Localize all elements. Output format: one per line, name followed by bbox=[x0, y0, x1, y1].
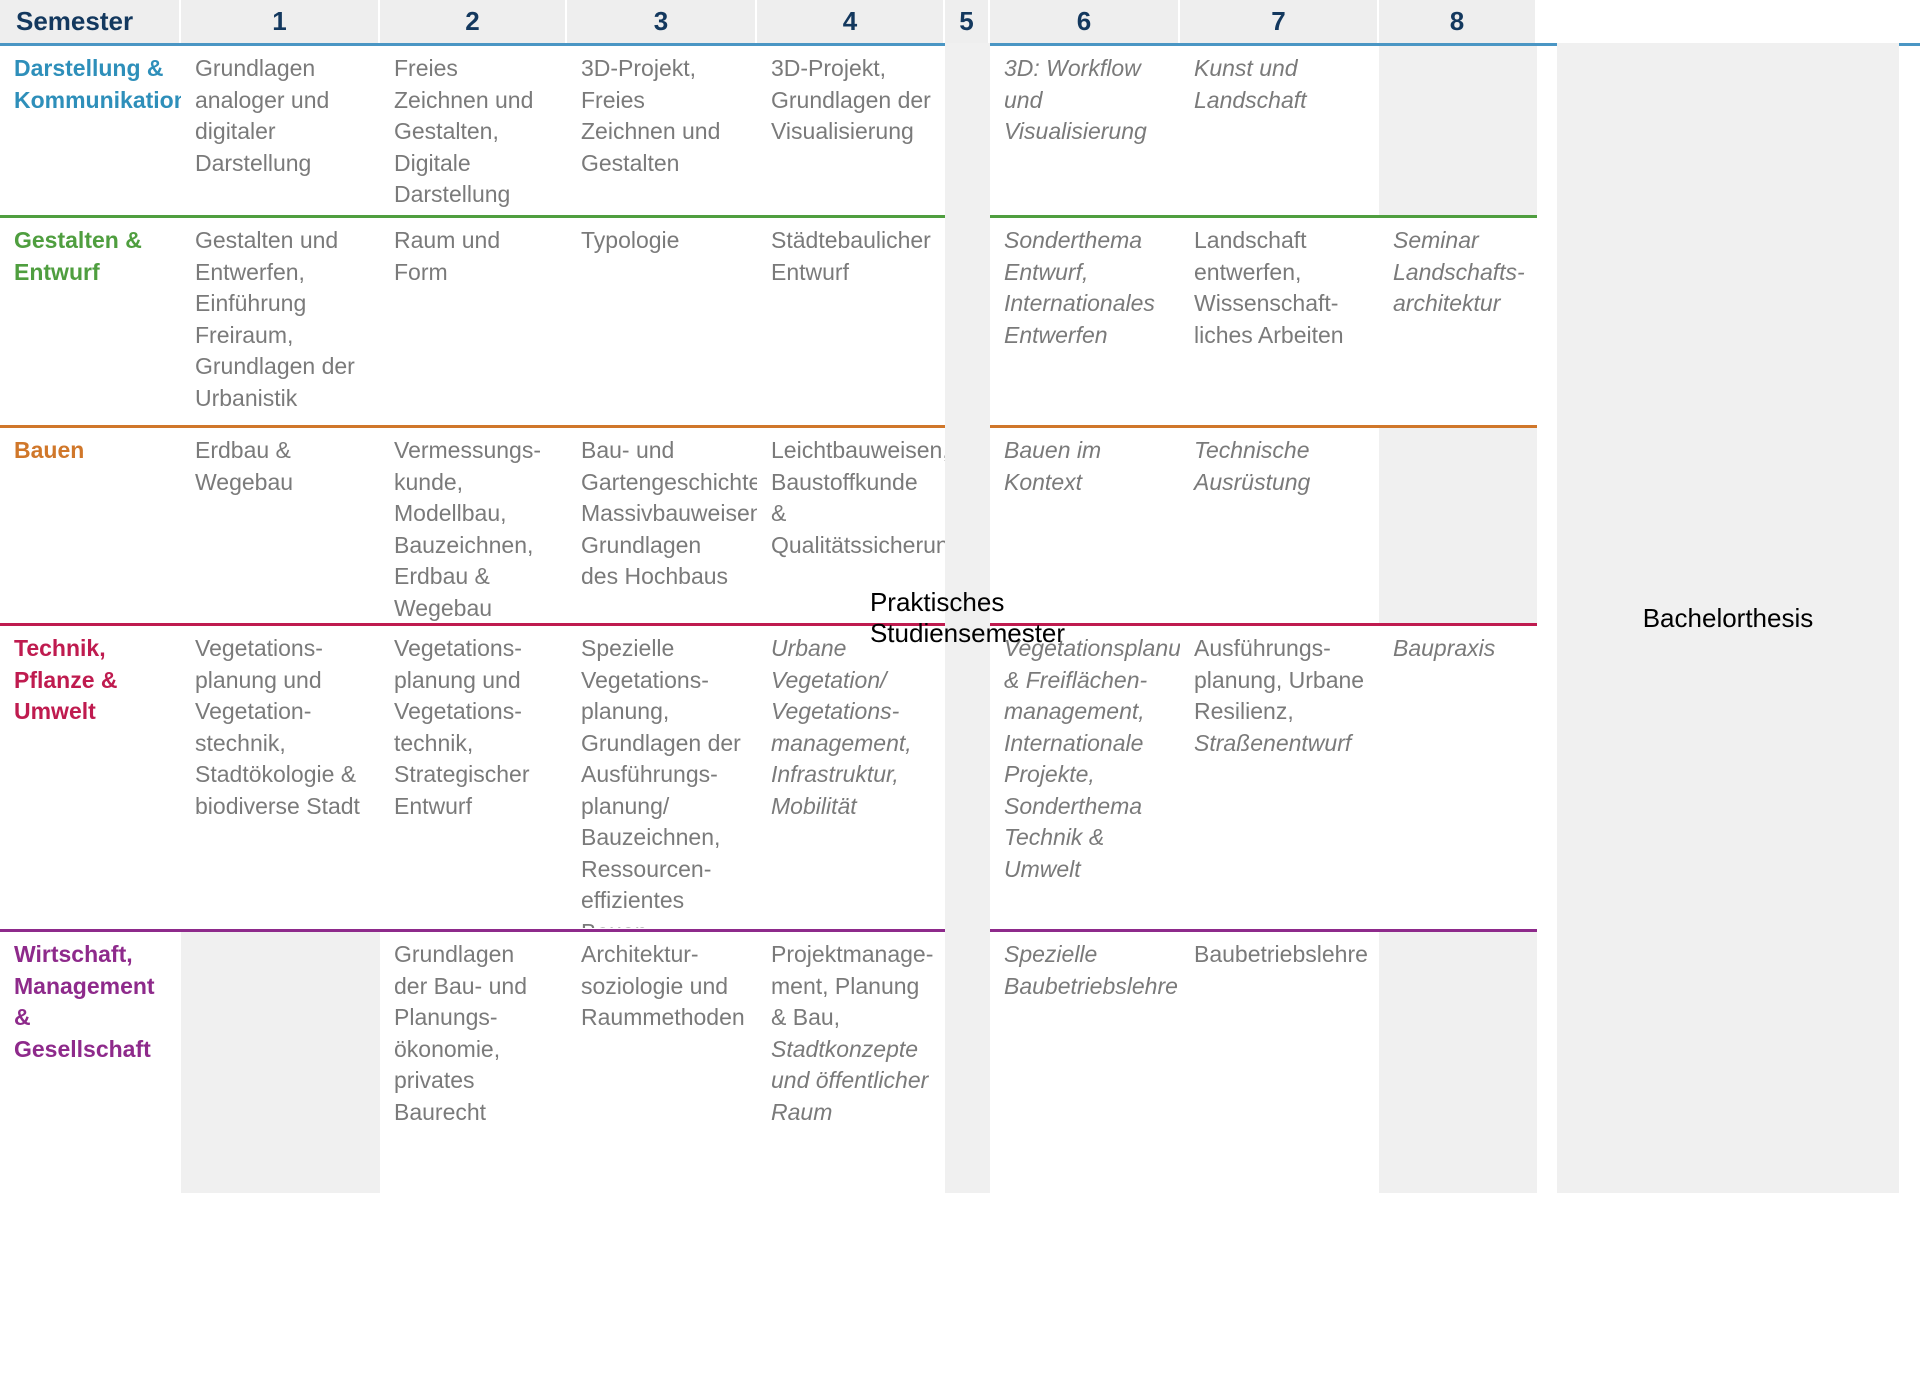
module-text: Landschaft entwerfen, Wissenschaft-liche… bbox=[1194, 227, 1344, 348]
module-text: Kunst und Landschaft bbox=[1194, 55, 1307, 113]
subject-label-bauen: Bauen bbox=[0, 425, 181, 623]
header-semester-2: 2 bbox=[380, 0, 567, 43]
module-text: Spezielle Vegetations-planung, Grundlage… bbox=[581, 635, 741, 928]
module-cell-darstellung-kommunikation-sem3: 3D-Projekt, Freies Zeichnen und Gestalte… bbox=[567, 43, 757, 215]
module-cell-darstellung-kommunikation-sem7: Kunst und Landschaft bbox=[1180, 43, 1379, 215]
header-semester-8: 8 bbox=[1379, 0, 1537, 43]
module-cell-darstellung-kommunikation-sem1: Grundlagen analoger und digitaler Darste… bbox=[181, 43, 380, 215]
module-cell-gestalten-entwurf-sem3: Typologie bbox=[567, 215, 757, 425]
header-semester-3: 3 bbox=[567, 0, 757, 43]
module-text: Architektur-soziologie und Raummethoden bbox=[581, 941, 745, 1030]
subject-label-gestalten-entwurf: Gestalten & Entwurf bbox=[0, 215, 181, 425]
module-text: Raum und Form bbox=[394, 227, 501, 285]
module-text: 3D: Workflow und Visualisierung bbox=[1004, 55, 1147, 144]
module-cell-bauen-sem2: Vermessungs-kunde, Modellbau, Bauzeichne… bbox=[380, 425, 567, 623]
module-text: Technische Ausrüstung bbox=[1194, 437, 1311, 495]
header-semester-6: 6 bbox=[990, 0, 1180, 43]
subject-label-technik-pflanze-umwelt: Technik, Pflanze & Umwelt bbox=[0, 623, 181, 928]
module-text: Vegetationsplanung & Freiflächen-managem… bbox=[1004, 635, 1180, 882]
module-text-segment: Ausführungs-planung, Urbane Resilienz, bbox=[1194, 635, 1365, 724]
module-cell-wirtschaft-management-gesellschaft-sem8 bbox=[1379, 929, 1537, 1193]
module-cell-gestalten-entwurf-sem4: Städtebaulicher Entwurf bbox=[757, 215, 945, 425]
module-cell-darstellung-kommunikation-sem6: 3D: Workflow und Visualisierung bbox=[990, 43, 1180, 215]
module-text: Städtebaulicher Entwurf bbox=[771, 227, 931, 285]
module-cell-bauen-sem4: Leichtbauweisen, Baustoffkunde & Qualitä… bbox=[757, 425, 945, 623]
module-cell-wirtschaft-management-gesellschaft-sem4: Projektmanage-ment, Planung & Bau, Stadt… bbox=[757, 929, 945, 1193]
module-text-segment: Projektmanage-ment, Planung & Bau, bbox=[771, 941, 934, 1030]
header-semester-1: 1 bbox=[181, 0, 380, 43]
module-text: Grundlagen der Bau- und Planungs-ökonomi… bbox=[394, 941, 527, 1125]
module-text: Grundlagen analoger und digitaler Darste… bbox=[195, 55, 330, 176]
module-text: 3D-Projekt, Freies Zeichnen und Gestalte… bbox=[581, 55, 721, 176]
module-cell-wirtschaft-management-gesellschaft-sem1 bbox=[181, 929, 380, 1193]
subject-label-darstellung-kommunikation: Darstellung & Kommunikation bbox=[0, 43, 181, 215]
module-text-segment: Stadtkonzepte und öffentlicher Raum bbox=[771, 1035, 929, 1125]
module-cell-gestalten-entwurf-sem8: Seminar Landschafts-architektur bbox=[1379, 215, 1537, 425]
subject-label-wirtschaft-management-gesellschaft: Wirtschaft, Management & Gesellschaft bbox=[0, 929, 181, 1193]
bachelor-thesis-label: Bachelorthesis bbox=[1642, 602, 1814, 633]
module-text: Bauen im Kontext bbox=[1004, 437, 1102, 495]
module-cell-gestalten-entwurf-sem2: Raum und Form bbox=[380, 215, 567, 425]
module-cell-wirtschaft-management-gesellschaft-sem2: Grundlagen der Bau- und Planungs-ökonomi… bbox=[380, 929, 567, 1193]
module-text: Bau- und Gartengeschichte, Massivbauweis… bbox=[581, 437, 757, 589]
module-cell-technik-pflanze-umwelt-sem4: Urbane Vegetation/ Vegetations-managemen… bbox=[757, 623, 945, 928]
bachelor-thesis-column: Bachelorthesis bbox=[1557, 43, 1899, 1193]
module-cell-darstellung-kommunikation-sem4: 3D-Projekt, Grundlagen der Visualisierun… bbox=[757, 43, 945, 215]
module-cell-gestalten-entwurf-sem6: Sonderthema Entwurf, Internationales Ent… bbox=[990, 215, 1180, 425]
module-cell-darstellung-kommunikation-sem2: Freies Zeichnen und Gestalten, Digitale … bbox=[380, 43, 567, 215]
module-cell-darstellung-kommunikation-sem8 bbox=[1379, 43, 1537, 215]
module-cell-technik-pflanze-umwelt-sem6: Vegetationsplanung & Freiflächen-managem… bbox=[990, 623, 1180, 928]
header-thesis-spacer bbox=[1537, 0, 1899, 43]
module-cell-technik-pflanze-umwelt-sem2: Vegetations-planung und Vegetations-tech… bbox=[380, 623, 567, 928]
module-cell-gestalten-entwurf-sem1: Gestalten und Entwerfen, Einführung Frei… bbox=[181, 215, 380, 425]
header-semester-label: Semester bbox=[0, 0, 181, 43]
module-text: Leichtbauweisen, Baustoffkunde & Qualitä… bbox=[771, 437, 945, 558]
practical-semester-label: Praktisches Studiensemester bbox=[869, 587, 1066, 648]
module-text: Vermessungs-kunde, Modellbau, Bauzeichne… bbox=[394, 437, 542, 621]
module-text: 3D-Projekt, Grundlagen der Visualisierun… bbox=[771, 55, 931, 144]
module-text-segment: Straßenentwurf bbox=[1194, 729, 1352, 756]
module-text: Erdbau & Wegebau bbox=[195, 437, 294, 495]
module-cell-technik-pflanze-umwelt-sem7: Ausführungs-planung, Urbane Resilienz, S… bbox=[1180, 623, 1379, 928]
header-semester-5: 5 bbox=[945, 0, 990, 43]
module-text: Spezielle Baubetriebslehre bbox=[1004, 941, 1178, 999]
module-cell-bauen-sem6: Bauen im Kontext bbox=[990, 425, 1180, 623]
module-text: Urbane Vegetation/ Vegetations-managemen… bbox=[771, 635, 912, 819]
header-semester-7: 7 bbox=[1180, 0, 1379, 43]
module-cell-technik-pflanze-umwelt-sem8: Baupraxis bbox=[1379, 623, 1537, 928]
module-cell-gestalten-entwurf-sem7: Landschaft entwerfen, Wissenschaft-liche… bbox=[1180, 215, 1379, 425]
module-cell-technik-pflanze-umwelt-sem1: Vegetations-planung und Vegetation-stech… bbox=[181, 623, 380, 928]
module-cell-bauen-sem7: Technische Ausrüstung bbox=[1180, 425, 1379, 623]
practical-semester-column: Praktisches Studiensemester bbox=[870, 43, 1065, 1193]
module-cell-bauen-sem8 bbox=[1379, 425, 1537, 623]
module-text: Vegetations-planung und Vegetation-stech… bbox=[195, 635, 360, 819]
module-text: Baupraxis bbox=[1393, 635, 1496, 661]
module-text: Freies Zeichnen und Gestalten, Digitale … bbox=[394, 55, 534, 207]
module-cell-wirtschaft-management-gesellschaft-sem7: Baubetriebslehre bbox=[1180, 929, 1379, 1193]
module-text: Gestalten und Entwerfen, Einführung Frei… bbox=[195, 227, 355, 411]
module-cell-bauen-sem1: Erdbau & Wegebau bbox=[181, 425, 380, 623]
module-text: Vegetations-planung und Vegetations-tech… bbox=[394, 635, 530, 819]
module-cell-wirtschaft-management-gesellschaft-sem3: Architektur-soziologie und Raummethoden bbox=[567, 929, 757, 1193]
module-cell-technik-pflanze-umwelt-sem3: Spezielle Vegetations-planung, Grundlage… bbox=[567, 623, 757, 928]
module-text: Baubetriebslehre bbox=[1194, 941, 1368, 967]
module-cell-bauen-sem3: Bau- und Gartengeschichte, Massivbauweis… bbox=[567, 425, 757, 623]
module-text: Typologie bbox=[581, 227, 680, 253]
module-text: Sonderthema Entwurf, Internationales Ent… bbox=[1004, 227, 1155, 348]
module-text: Seminar Landschafts-architektur bbox=[1393, 227, 1525, 316]
header-semester-4: 4 bbox=[757, 0, 945, 43]
module-cell-wirtschaft-management-gesellschaft-sem6: Spezielle Baubetriebslehre bbox=[990, 929, 1180, 1193]
